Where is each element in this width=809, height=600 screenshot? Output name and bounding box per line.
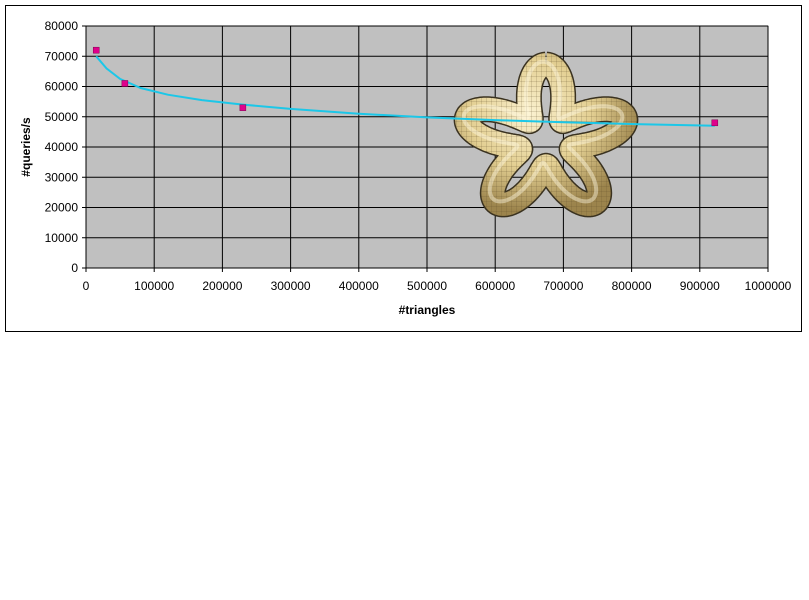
- x-axis-title: #triangles: [399, 303, 456, 317]
- data-point: [239, 104, 247, 111]
- x-tick-label: 100000: [134, 279, 174, 293]
- y-tick-label: 80000: [45, 19, 79, 33]
- y-tick-label: 40000: [45, 140, 79, 154]
- y-tick-label: 30000: [45, 170, 79, 184]
- knot-mesh: [455, 53, 637, 216]
- data-point: [92, 46, 100, 54]
- data-point: [121, 80, 129, 87]
- data-points-layer: [92, 46, 719, 127]
- x-tick-label: 200000: [202, 279, 242, 293]
- knot-highlight: [461, 59, 625, 204]
- y-tick-label: 60000: [45, 80, 79, 94]
- y-tick-label: 70000: [45, 49, 79, 63]
- y-tick-label: 10000: [45, 231, 79, 245]
- y-tick-label: 20000: [45, 201, 79, 215]
- y-tick-label: 50000: [45, 110, 79, 124]
- knotted-torus-mesh-icon: [453, 51, 639, 218]
- x-tick-label: 600000: [475, 279, 515, 293]
- chart-frame: 0 100000 200000 300000 400000 500000 600000 700…: [5, 5, 802, 332]
- chart: 0 100000 200000 300000 400000 500000 600000 700…: [19, 19, 792, 317]
- x-tick-label: 300000: [271, 279, 311, 293]
- x-tick-label: 0: [83, 279, 90, 293]
- x-tick-label: 500000: [407, 279, 447, 293]
- x-axis-ticks: 0 100000 200000 300000 400000 500000 600000 700…: [83, 268, 792, 293]
- y-axis-ticks: 0 10000 20000 30000 40000 50000 60000 70000 8000…: [45, 19, 86, 275]
- data-point: [711, 119, 719, 127]
- y-axis-title: #queries/s: [19, 117, 33, 177]
- x-tick-label: 900000: [680, 279, 720, 293]
- x-tick-label: 1000000: [745, 279, 792, 293]
- x-tick-label: 400000: [339, 279, 379, 293]
- y-tick-label: 0: [71, 261, 78, 275]
- x-tick-label: 700000: [543, 279, 583, 293]
- x-tick-label: 800000: [612, 279, 652, 293]
